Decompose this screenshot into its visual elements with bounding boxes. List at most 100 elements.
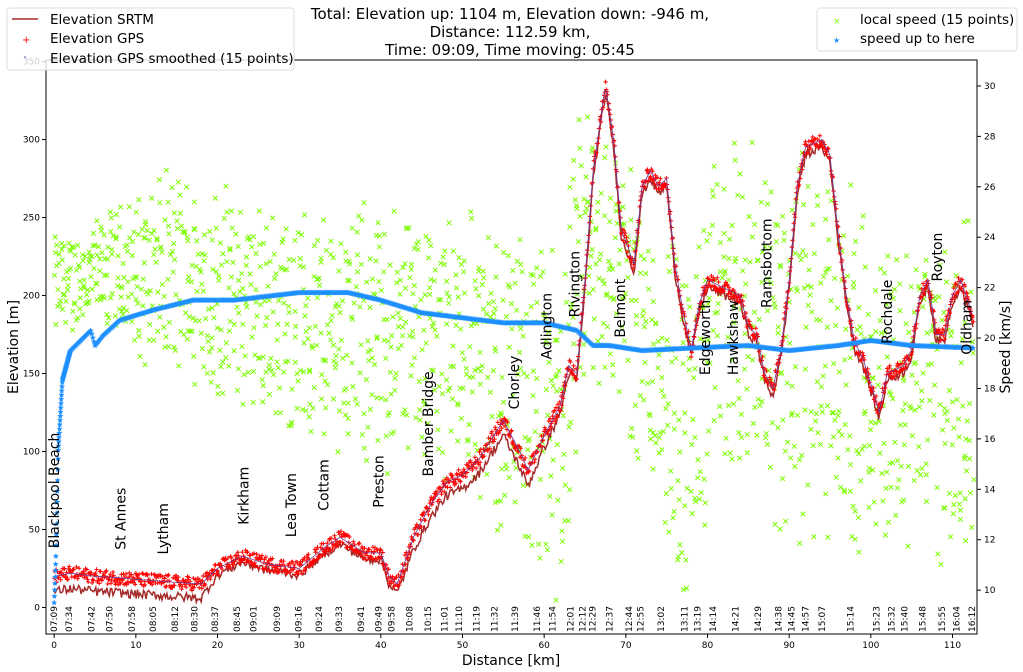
- y-tick-label: 100: [23, 448, 40, 458]
- local-speed-point: [593, 261, 599, 267]
- local-speed-point: [387, 262, 393, 268]
- local-speed-point: [131, 337, 138, 343]
- local-speed-point: [129, 238, 136, 245]
- speed-up-to-here-point: [58, 387, 65, 394]
- local-speed-point: [61, 243, 67, 249]
- elevation-gps-point: [558, 408, 563, 414]
- elevation-gps-point: [622, 230, 628, 236]
- elevation-gps-point: [937, 328, 942, 334]
- time-label: 11:54: [548, 606, 558, 632]
- elevation-gps-point: [621, 238, 626, 243]
- local-speed-point: [438, 296, 444, 303]
- local-speed-point: [169, 248, 176, 255]
- local-speed-point: [528, 303, 534, 310]
- elevation-gps-point: [95, 578, 101, 583]
- local-speed-point: [847, 433, 853, 439]
- local-speed-point: [657, 430, 663, 436]
- local-speed-point: [294, 405, 300, 411]
- local-speed-point: [744, 431, 750, 438]
- elevation-gps-point: [276, 570, 281, 575]
- local-speed-point: [787, 340, 793, 346]
- local-speed-point: [811, 250, 818, 257]
- y-tick-label: 150: [23, 370, 40, 380]
- elevation-gps-point: [553, 405, 559, 410]
- local-speed-point: [842, 421, 848, 428]
- elevation-gps-point: [280, 569, 286, 574]
- local-speed-point: [461, 258, 467, 264]
- elevation-gps-point: [296, 571, 301, 577]
- local-speed-point: [510, 267, 516, 274]
- local-speed-point: [302, 313, 308, 319]
- local-speed-point: [628, 297, 635, 304]
- local-speed-point: [947, 534, 954, 540]
- local-speed-point: [888, 392, 894, 398]
- local-speed-point: [479, 281, 486, 288]
- local-speed-point: [108, 228, 114, 235]
- local-speed-point: [843, 326, 849, 332]
- local-speed-point: [792, 463, 798, 470]
- local-speed-point: [338, 337, 345, 344]
- local-speed-point: [493, 274, 499, 280]
- local-speed-point: [210, 266, 216, 273]
- local-speed-point: [762, 244, 768, 250]
- elevation-gps-point: [313, 549, 318, 555]
- local-speed-point: [223, 340, 230, 346]
- local-speed-point: [692, 366, 698, 372]
- y-right-tick-label: 16: [984, 435, 996, 445]
- local-speed-point: [688, 441, 695, 448]
- elevation-gps-point: [781, 316, 787, 322]
- legend-smoothed-marker: [24, 56, 26, 58]
- local-speed-point: [89, 253, 95, 260]
- local-speed-point: [135, 300, 141, 307]
- elevation-gps-point: [85, 579, 91, 585]
- local-speed-point: [857, 324, 863, 330]
- local-speed-point: [701, 227, 707, 234]
- local-speed-point: [683, 557, 689, 563]
- local-speed-point: [691, 375, 697, 381]
- local-speed-point: [428, 243, 434, 249]
- time-label: 11:01: [441, 606, 451, 632]
- local-speed-point: [532, 428, 538, 435]
- elevation-gps-point: [598, 119, 604, 125]
- elevation-gps-point: [595, 141, 600, 146]
- elevation-gps-point: [285, 569, 290, 574]
- elevation-gps-point: [366, 547, 372, 552]
- local-speed-point: [856, 549, 862, 555]
- elevation-gps-point: [645, 167, 650, 172]
- elevation-gps-point: [75, 576, 80, 581]
- local-speed-point: [512, 280, 518, 286]
- local-speed-point: [749, 357, 756, 363]
- local-speed-point: [413, 415, 419, 421]
- local-speed-point: [65, 275, 72, 282]
- local-speed-point: [361, 411, 367, 417]
- elevation-gps-point: [215, 568, 220, 574]
- local-speed-point: [705, 428, 712, 434]
- elevation-gps-point: [456, 467, 461, 473]
- local-speed-point: [719, 275, 725, 281]
- local-speed-point: [341, 400, 347, 406]
- local-speed-point: [177, 192, 183, 198]
- local-speed-point: [562, 482, 568, 488]
- elevation-gps-point: [159, 581, 164, 587]
- local-speed-point: [386, 410, 392, 416]
- local-speed-point: [85, 300, 91, 306]
- x-tick-label: 30: [293, 641, 305, 651]
- local-speed-point: [217, 240, 224, 246]
- local-speed-point: [717, 239, 724, 246]
- local-speed-point: [802, 366, 809, 372]
- local-speed-point: [458, 261, 465, 268]
- local-speed-point: [829, 410, 835, 416]
- local-speed-point: [802, 252, 809, 259]
- local-speed-point: [55, 286, 61, 293]
- local-speed-point: [166, 319, 173, 326]
- time-label: 13:19: [694, 606, 704, 632]
- local-speed-point: [660, 428, 666, 435]
- elevation-gps-point: [421, 510, 427, 515]
- local-speed-point: [395, 324, 402, 330]
- local-speed-point: [807, 292, 813, 298]
- local-speed-point: [613, 208, 619, 214]
- local-speed-point: [659, 374, 665, 381]
- local-speed-point: [593, 225, 599, 231]
- local-speed-point: [697, 336, 703, 342]
- local-speed-point: [805, 302, 811, 308]
